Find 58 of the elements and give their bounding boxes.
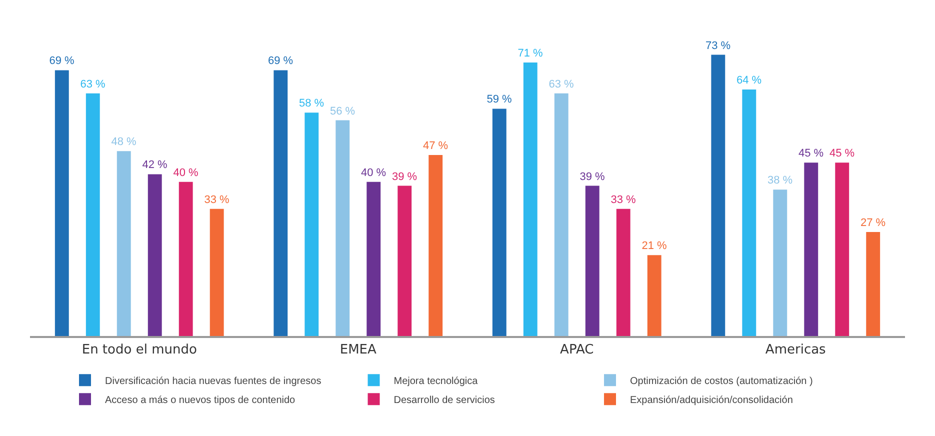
data-label: 38 % xyxy=(767,174,793,187)
bar xyxy=(210,208,224,336)
legend-label: Desarrollo de servicios xyxy=(394,395,495,406)
bar xyxy=(116,151,131,336)
x-tick-label: En todo el mundo xyxy=(82,342,197,358)
data-label: 69 % xyxy=(268,55,294,68)
bar xyxy=(773,190,788,336)
data-label: 59 % xyxy=(486,94,512,106)
legend-label: Acceso a más o nuevos tipos de contenido xyxy=(105,395,296,406)
bar xyxy=(647,255,662,336)
bar xyxy=(336,120,350,336)
legend-label: Expansión/adquisición/consolidación xyxy=(630,395,793,406)
bar xyxy=(178,182,193,336)
legend-label: Mejora tecnológica xyxy=(394,376,478,387)
bar xyxy=(742,89,756,336)
bar xyxy=(274,70,288,336)
bar xyxy=(148,174,162,336)
legend-label: Diversificación hacia nuevas fuentes de ingresos xyxy=(105,376,322,387)
data-label: 73 % xyxy=(706,40,731,52)
data-label: 33 % xyxy=(610,194,636,206)
data-label: 42 % xyxy=(142,159,168,172)
data-label: 63 % xyxy=(80,78,106,90)
data-label: 71 % xyxy=(518,48,544,60)
data-label: 64 % xyxy=(736,74,762,86)
bar xyxy=(492,108,506,336)
bar xyxy=(711,54,726,336)
bar xyxy=(398,186,412,336)
bar xyxy=(54,70,69,336)
data-label: 47 % xyxy=(422,140,448,152)
bar xyxy=(523,62,538,336)
data-label: 58 % xyxy=(298,98,324,110)
data-label: 21 % xyxy=(642,240,667,252)
bar xyxy=(428,154,443,336)
bar xyxy=(616,208,630,336)
x-tick-label: APAC xyxy=(560,342,594,358)
data-label: 45 % xyxy=(798,148,824,160)
data-label: 56 % xyxy=(330,105,356,118)
data-label: 39 % xyxy=(392,170,418,183)
bar xyxy=(304,112,319,336)
data-label: 45 % xyxy=(829,148,855,160)
data-label: 48 % xyxy=(111,136,137,148)
data-label: 39 % xyxy=(580,170,606,183)
legend-label: Optimización de costos (automatización ) xyxy=(630,376,813,387)
data-label: 27 % xyxy=(860,216,886,229)
x-tick-label: EMEA xyxy=(340,342,376,358)
data-label: 69 % xyxy=(49,55,75,68)
data-label: 40 % xyxy=(173,166,199,179)
bar xyxy=(585,186,600,336)
bar xyxy=(86,93,100,336)
data-label: 40 % xyxy=(360,166,386,179)
bar xyxy=(554,93,568,336)
x-tick-label: Americas xyxy=(765,342,826,358)
bar xyxy=(835,162,850,336)
bar xyxy=(366,182,381,336)
data-label: 63 % xyxy=(548,78,574,90)
bar xyxy=(866,232,880,336)
data-label: 33 % xyxy=(204,194,230,206)
bar xyxy=(804,162,818,336)
